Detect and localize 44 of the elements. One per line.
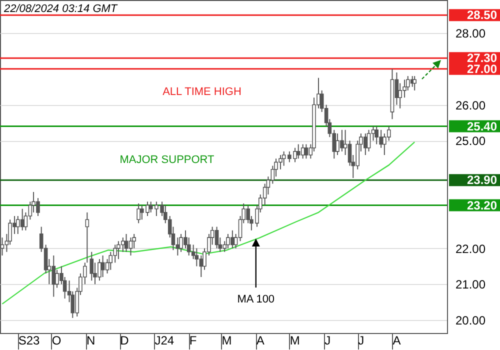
candlestick [194,248,199,267]
x-tick-label: O [52,334,62,348]
candlestick [116,240,120,260]
candlestick [214,226,219,249]
ref-line-label: 28.50 [466,8,498,22]
y-tick-label: 25.00 [456,134,486,148]
x-tick-label: J24 [154,334,174,348]
candlestick [366,129,371,152]
ref-line-label: 25.40 [466,119,498,134]
candlestick [108,251,113,270]
x-tick-label: S23 [18,334,40,348]
ref-line-label: 23.20 [466,198,498,212]
candlestick [386,126,391,142]
candlestick [300,144,305,160]
y-tick-label: 26.00 [456,98,486,112]
candlestick [124,233,128,252]
y-tick-label: 20.00 [456,314,486,328]
x-tick-label: M [290,334,300,348]
annotation: MAJOR SUPPORT [120,154,215,166]
candlestick [304,144,308,160]
candlestick [282,150,286,166]
candlestick [226,233,230,249]
candlestick [90,251,94,282]
candlestick [20,208,24,231]
ref-line-label: 23.90 [466,173,498,188]
y-tick-label: 21.00 [456,278,486,292]
candlestick [412,76,416,91]
candlestick [296,144,300,160]
candlestick [128,237,133,256]
x-tick-label: F [189,334,197,348]
y-tick-label: 22.00 [456,242,486,256]
candlestick [136,202,140,224]
annotation: MA 100 [237,294,275,306]
annotation: ALL TIME HIGH [162,86,242,98]
candlestick [16,216,20,234]
candlestick [374,126,378,145]
line-series [2,142,416,305]
y-tick-label: 28.00 [456,26,486,41]
annotation: 22/08/2024 03:14 GMT [3,3,118,15]
x-tick-label: M [222,334,232,348]
x-tick-label: N [86,334,96,348]
candlestick [85,212,90,264]
x-tick-label: D [120,334,130,348]
candlestick [52,254,56,298]
